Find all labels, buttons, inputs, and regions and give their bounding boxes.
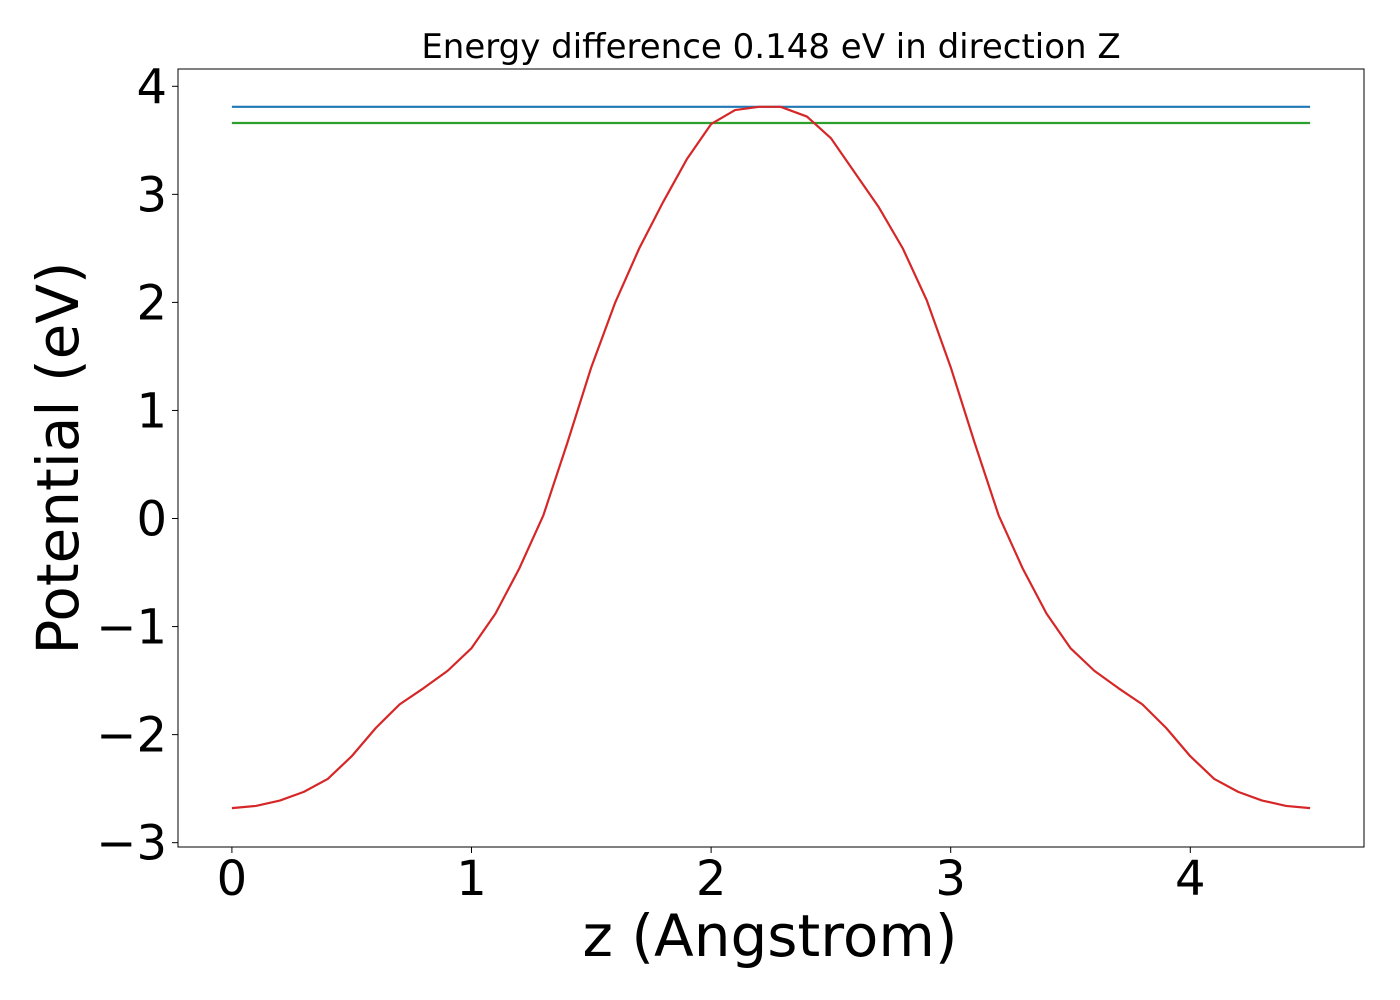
y-tick-label: −2	[96, 708, 167, 764]
y-tick-label: 4	[136, 59, 167, 115]
x-tick-label: 1	[456, 851, 487, 907]
y-tick-label: 3	[136, 167, 167, 223]
plot-frame	[177, 68, 1365, 848]
plot-background	[178, 69, 1364, 847]
series-layer	[231, 105, 1311, 810]
x-tick-label: 3	[935, 851, 966, 907]
x-tick-label: 0	[217, 851, 248, 907]
y-tick-label: −3	[96, 816, 167, 872]
plot-area	[178, 69, 1364, 847]
y-tick-label: 0	[136, 492, 167, 548]
series-line-3	[231, 105, 1311, 810]
chart-title: Energy difference 0.148 eV in direction …	[421, 27, 1120, 67]
x-axis-label: z (Angstrom)	[583, 902, 958, 970]
y-tick-label: −1	[96, 600, 167, 656]
axes-layer: 0 1 2 3 4 −3 −2 −1 0 1 2 3 4	[96, 59, 1365, 907]
x-tick-label: 2	[696, 851, 727, 907]
x-tick-label: 4	[1175, 851, 1206, 907]
y-tick-label: 1	[136, 383, 167, 439]
y-tick-label: 2	[136, 275, 167, 331]
y-axis-label: Potential (eV)	[24, 261, 92, 654]
